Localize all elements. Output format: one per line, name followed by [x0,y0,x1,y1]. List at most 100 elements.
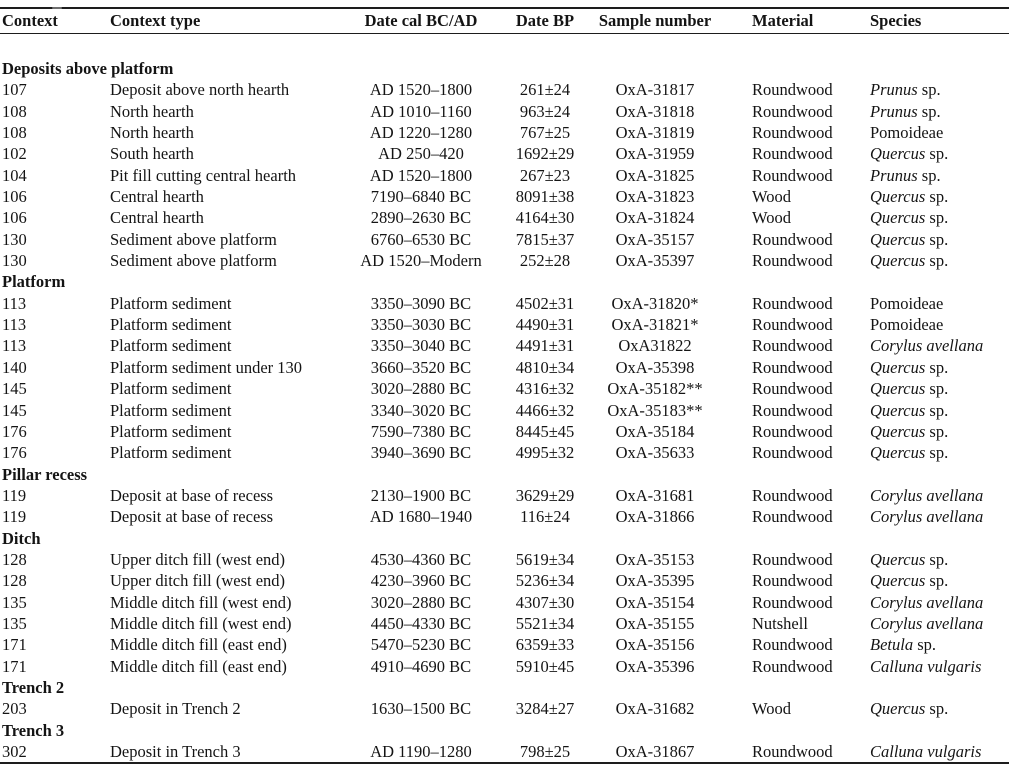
species-roman-text: sp. [925,571,949,591]
cell-context: 104 [2,165,27,185]
species-roman-text: sp. [925,549,949,569]
cell-sample-number: OxA31822 [618,336,692,356]
cell-species: Corylus avellana [868,592,1009,613]
cell-material: Wood [752,699,792,719]
cell-material: Roundwood [752,357,833,377]
species-roman-text: Pomoideae [870,315,944,335]
cell-date-bp: 4316±32 [515,379,575,399]
cell-context-type: Sediment above platform [110,229,277,249]
species-italic-text: Corylus avellana [870,613,984,633]
column-header-context-type: Context type [110,8,350,34]
cell-sample-number: OxA-35633 [615,443,695,463]
species-italic-text: Quercus [870,549,926,569]
cell-species: Corylus avellana [868,506,1009,527]
cell-material: Roundwood [752,379,833,399]
cell-context: 145 [2,400,27,420]
species-italic-text: Calluna vulgaris [870,742,982,761]
species-roman-text: sp. [925,357,949,377]
cell-sample-number: OxA-31818 [615,101,695,121]
cell-species: Quercus sp. [868,421,1009,442]
cell-context-type: Central hearth [110,208,204,228]
cell-date-bp: 4164±30 [515,208,575,228]
cell-material: Roundwood [752,485,833,505]
section-title: Platform [2,272,66,292]
cell-material: Roundwood [752,144,833,164]
cell-material: Roundwood [752,443,833,463]
table-body: Deposits above platform 107 Deposit above … [0,34,1009,764]
column-header-date-bp: Date BP [492,8,598,34]
cell-species: Quercus sp. [868,549,1009,570]
cell-context-type: Pit fill cutting central hearth [110,165,297,185]
cell-context: 135 [2,613,27,633]
cell-material: Roundwood [752,165,833,185]
cell-date-cal: 4910–4690 BC [370,656,472,676]
species-italic-text: Calluna vulgaris [870,656,982,676]
column-header-date-cal: Date cal BC/AD [350,8,492,34]
section-row: Trench 2 [0,677,1009,698]
radiocarbon-dates-table: Context Context type Date cal BC/AD Date BP… [0,7,1009,765]
species-roman-text: sp. [925,699,949,719]
cell-context-type: North hearth [110,123,194,143]
table-row: 113 Platform sediment 3350–3040 BC 4491±31 O… [0,335,1009,356]
species-italic-text: Corylus avellana [870,485,984,505]
column-header-material: Material [712,8,868,34]
cell-context-type: Platform sediment [110,443,232,463]
cell-date-cal: 3350–3090 BC [370,293,472,313]
table-row: 106 Central hearth 7190–6840 BC 8091±38 OxA-… [0,186,1009,207]
table-row: 171 Middle ditch fill (east end) 5470–5230… [0,634,1009,655]
table-row: 130 Sediment above platform 6760–6530 BC 78… [0,229,1009,250]
species-roman-text: sp. [925,443,949,463]
cell-species: Quercus sp. [868,442,1009,463]
cell-context: 176 [2,443,27,463]
cell-date-cal: AD 1520–1800 [369,80,473,100]
cell-date-cal: 4450–4330 BC [370,613,472,633]
species-italic-text: Quercus [870,443,926,463]
cell-context: 203 [2,699,27,719]
cell-date-cal: AD 1220–1280 [369,123,473,143]
cell-sample-number: OxA-31821* [611,315,699,335]
table-row: 113 Platform sediment 3350–3090 BC 4502±31 O… [0,293,1009,314]
cell-species: Quercus sp. [868,570,1009,591]
cell-date-cal: 6760–6530 BC [370,229,472,249]
species-roman-text: sp. [925,208,949,228]
cell-context-type: Middle ditch fill (west end) [110,613,292,633]
cell-sample-number: OxA-31825 [615,165,695,185]
cell-date-cal: AD 1010–1160 [370,101,472,121]
cell-context-type: Deposit at base of recess [110,507,274,527]
cell-date-bp: 4490±31 [515,315,575,335]
cell-sample-number: OxA-31824 [615,208,695,228]
species-italic-text: Quercus [870,229,926,249]
section-row: Trench 3 [0,720,1009,741]
cell-sample-number: OxA-35154 [615,592,695,612]
species-roman-text: sp. [925,251,949,271]
cell-context-type: Upper ditch fill (west end) [110,571,286,591]
table-row: 113 Platform sediment 3350–3030 BC 4490±31 O… [0,314,1009,335]
cell-species: Pomoideae [868,122,1009,143]
cell-context: 128 [2,571,27,591]
cell-material: Roundwood [752,315,833,335]
cell-material: Roundwood [752,336,833,356]
cell-sample-number: OxA-31681 [615,485,695,505]
cell-species: Quercus sp. [868,378,1009,399]
cell-material: Roundwood [752,421,833,441]
cell-sample-number: OxA-35184 [615,421,695,441]
table-row: 203 Deposit in Trench 2 1630–1500 BC 3284±2… [0,698,1009,719]
cell-context: 106 [2,208,27,228]
cell-date-bp: 798±25 [519,742,571,761]
cell-date-bp: 5236±34 [515,571,575,591]
species-italic-text: Prunus [870,165,918,185]
cell-context-type: Deposit in Trench 3 [110,742,241,761]
table-row: 119 Deposit at base of recess 2130–1900 BC… [0,485,1009,506]
cell-context: 108 [2,101,27,121]
cell-sample-number: OxA-31867 [615,742,695,761]
cell-sample-number: OxA-35396 [615,656,695,676]
cell-species: Pomoideae [868,314,1009,335]
species-italic-text: Quercus [870,357,926,377]
table-row: 302 Deposit in Trench 3 AD 1190–1280 798±25… [0,741,1009,763]
cell-date-bp: 8445±45 [515,421,575,441]
cell-sample-number: OxA-35157 [615,229,695,249]
cell-date-bp: 261±24 [519,80,571,100]
cell-date-bp: 8091±38 [515,187,575,207]
cell-context: 107 [2,80,27,100]
species-italic-text: Betula [870,635,914,655]
